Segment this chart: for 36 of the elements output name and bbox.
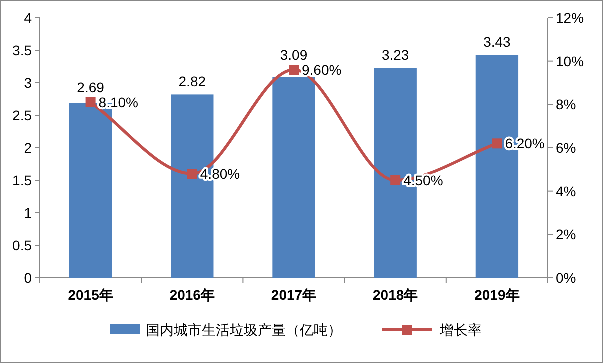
data-label: 3.23 <box>382 47 410 64</box>
data-label: 9.60% <box>302 62 342 78</box>
data-label: 3.09 <box>280 47 308 63</box>
x-tick-label: 2019年 <box>474 287 520 303</box>
data-label: 2.82 <box>178 74 206 90</box>
point <box>86 98 96 108</box>
data-label: 2.69 <box>77 80 105 96</box>
y-tick-label: 3 <box>24 75 32 91</box>
y-tick-label: 1.5 <box>12 172 32 188</box>
y-tick-label: 1 <box>24 205 32 221</box>
point <box>492 138 502 149</box>
y-tick-label: 0.5 <box>12 238 32 254</box>
y2-tick-label: 6% <box>556 140 576 156</box>
x-tick-label: 2018年 <box>373 287 418 303</box>
y-tick-label: 0 <box>24 270 32 286</box>
y2-tick-label: 4% <box>556 183 576 200</box>
y2-tick-label: 12% <box>556 10 584 26</box>
data-label: 8.10% <box>98 94 139 110</box>
point <box>289 65 299 75</box>
y2-tick-label: 2% <box>556 226 576 243</box>
x-tick-label: 2015年 <box>68 287 114 303</box>
point <box>187 169 198 179</box>
x-tick-label: 2016年 <box>170 287 215 303</box>
legend-label: 增长率 <box>439 322 482 338</box>
point <box>390 176 401 186</box>
y2-tick-label: 0% <box>556 270 576 286</box>
y-tick-label: 4 <box>24 10 32 26</box>
y-tick-label: 3.5 <box>12 42 32 58</box>
y2-tick-label: 10% <box>556 53 584 70</box>
y2-tick-label: 8% <box>556 96 576 113</box>
y-tick-label: 2.5 <box>12 108 32 124</box>
legend-label: 国内城市生活垃圾产量（亿吨） <box>146 322 342 338</box>
y-tick-label: 2 <box>24 140 32 156</box>
data-label: 3.43 <box>484 34 512 50</box>
x-tick-label: 2017年 <box>271 287 317 303</box>
bar <box>272 77 316 278</box>
